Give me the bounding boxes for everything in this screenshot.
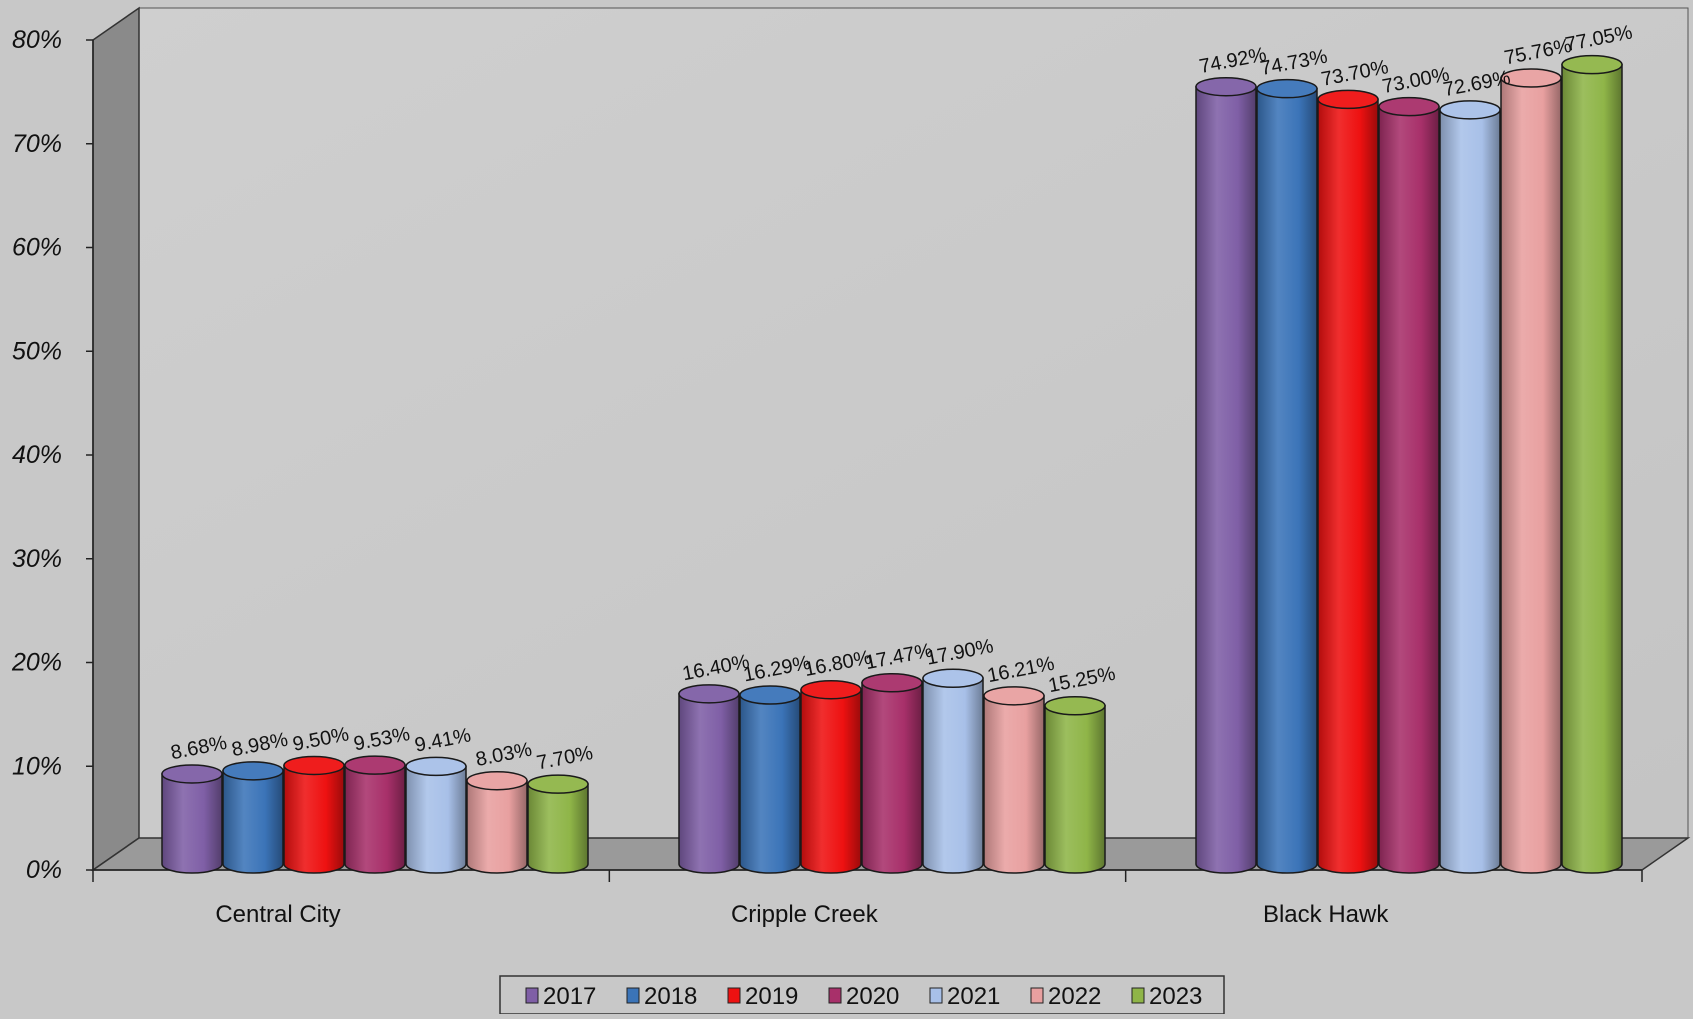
bar (344, 755, 406, 874)
legend-item: 2021 (929, 983, 1000, 1010)
bar (1317, 89, 1379, 874)
legend-item: 2017 (525, 983, 596, 1010)
x-category-label: Black Hawk (1263, 901, 1389, 928)
x-axis: Central City Cripple Creek Black Hawk (92, 869, 1643, 928)
bar (161, 764, 223, 874)
legend-item: 2020 (828, 983, 899, 1010)
side-wall (92, 6, 140, 872)
bar (405, 756, 467, 874)
y-tick-label: 80% (12, 26, 62, 54)
legend-item: 2023 (1131, 983, 1202, 1010)
bar (1561, 54, 1623, 874)
y-tick-label: 30% (12, 545, 62, 573)
legend-swatch (727, 987, 741, 1004)
bars (161, 54, 1623, 874)
y-tick-label: 70% (12, 130, 62, 158)
y-axis: 0% 10% 20% 30% 40% 50% 60% 70% 80% (11, 26, 94, 884)
legend-label: 2022 (1048, 983, 1101, 1010)
bar (983, 686, 1045, 874)
bar (800, 679, 862, 874)
legend-item: 2019 (727, 983, 798, 1010)
legend-swatch (929, 987, 943, 1004)
bar (466, 770, 528, 874)
bar (1044, 696, 1106, 874)
legend-label: 2023 (1149, 983, 1202, 1010)
y-tick-label: 50% (12, 337, 62, 365)
bar (922, 668, 984, 874)
x-category-label: Central City (215, 901, 340, 928)
y-tick-label: 20% (11, 649, 62, 677)
legend: 2017 2018 2019 2020 2021 2022 2023 (499, 975, 1225, 1015)
y-tick-label: 60% (12, 234, 62, 262)
legend-label: 2017 (543, 983, 596, 1010)
legend-label: 2018 (644, 983, 697, 1010)
y-tick-label: 40% (12, 441, 62, 469)
bar (678, 684, 740, 874)
bar (1500, 68, 1562, 874)
legend-swatch (1030, 987, 1044, 1004)
legend-item: 2022 (1030, 983, 1101, 1010)
bar (222, 761, 284, 874)
legend-swatch (626, 987, 640, 1004)
legend-swatch (525, 987, 539, 1004)
bar (1195, 76, 1257, 874)
legend-swatch (1131, 987, 1145, 1004)
bar (861, 672, 923, 874)
bar (1256, 78, 1318, 874)
legend-label: 2019 (745, 983, 798, 1010)
legend-swatch (828, 987, 842, 1004)
bar (1378, 96, 1440, 874)
bar (1439, 100, 1501, 874)
y-tick-label: 10% (12, 752, 62, 780)
legend-label: 2021 (947, 983, 1000, 1010)
y-tick-label: 0% (26, 856, 62, 884)
legend-item: 2018 (626, 983, 697, 1010)
bar (283, 755, 345, 874)
legend-box (499, 975, 1225, 1015)
bar (527, 774, 589, 874)
legend-label: 2020 (846, 983, 899, 1010)
x-category-label: Cripple Creek (731, 901, 879, 928)
bar (739, 685, 801, 874)
